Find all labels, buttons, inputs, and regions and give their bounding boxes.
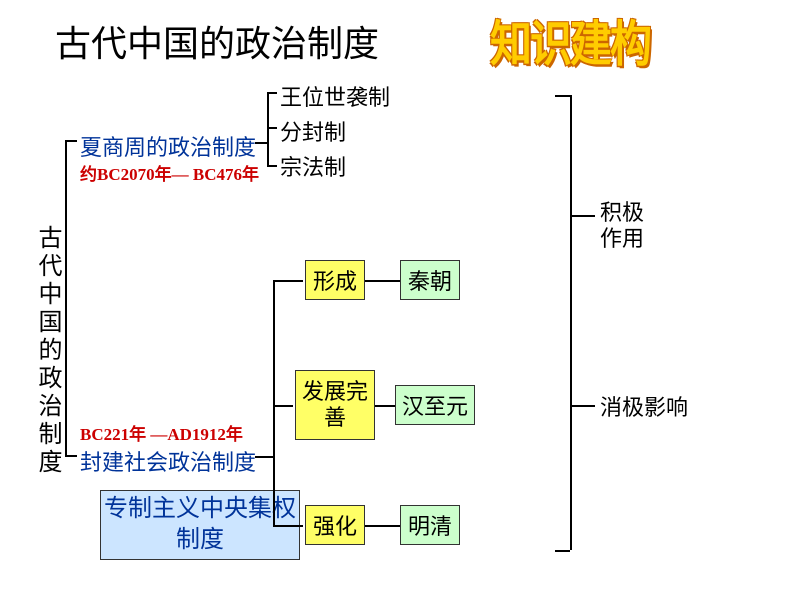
connector-line — [365, 525, 400, 527]
effect-label: 积极作用 — [600, 200, 660, 253]
core-box: 专制主义中央集权制度 — [100, 490, 300, 560]
dynasty-box: 汉至元 — [395, 385, 475, 425]
bracket-line — [65, 140, 67, 455]
stage-text: 发展完善 — [296, 379, 374, 432]
bracket-line — [273, 405, 293, 407]
dynasty-box: 秦朝 — [400, 260, 460, 300]
bracket-line — [273, 280, 303, 282]
stage-text: 强化 — [313, 509, 357, 541]
dynasty-text: 明清 — [408, 509, 452, 541]
dynasty-text: 汉至元 — [402, 389, 468, 421]
bracket-line — [267, 165, 277, 167]
bracket-line — [570, 215, 595, 217]
bracket-line — [255, 456, 273, 458]
bracket-line — [267, 92, 277, 94]
branch1-item: 宗法制 — [280, 150, 346, 182]
dynasty-box: 明清 — [400, 505, 460, 545]
bracket-line — [273, 525, 303, 527]
effect-label: 消极影响 — [600, 390, 688, 422]
branch1-period: 约BC2070年— BC476年 — [80, 160, 259, 185]
branch1-item: 分封制 — [280, 115, 346, 147]
core-text: 专制主义中央集权制度 — [101, 494, 299, 556]
branch2-title: 封建社会政治制度 — [80, 445, 256, 477]
bracket-line — [267, 127, 277, 129]
stage-box: 强化 — [305, 505, 365, 545]
bracket-line — [65, 140, 77, 142]
bracket-line — [570, 95, 572, 550]
branch2-period: BC221年 —AD1912年 — [80, 420, 243, 445]
connector-line — [375, 405, 395, 407]
stage-text: 形成 — [313, 264, 357, 296]
bracket-line — [273, 280, 275, 525]
stage-box: 发展完善 — [295, 370, 375, 440]
branch1-title: 夏商周的政治制度 — [80, 130, 256, 162]
bracket-line — [267, 92, 269, 166]
branch1-item: 王位世袭制 — [280, 80, 390, 112]
wordart-heading: 知识建构 — [490, 5, 650, 75]
bracket-line — [570, 405, 595, 407]
stage-box: 形成 — [305, 260, 365, 300]
bracket-line — [555, 95, 570, 97]
bracket-line — [555, 550, 570, 552]
bracket-line — [65, 455, 77, 457]
dynasty-text: 秦朝 — [408, 264, 452, 296]
bracket-line — [255, 142, 267, 144]
connector-line — [365, 280, 400, 282]
root-label: 古代中国的政治制度 — [30, 225, 65, 477]
page-title: 古代中国的政治制度 — [55, 15, 379, 67]
